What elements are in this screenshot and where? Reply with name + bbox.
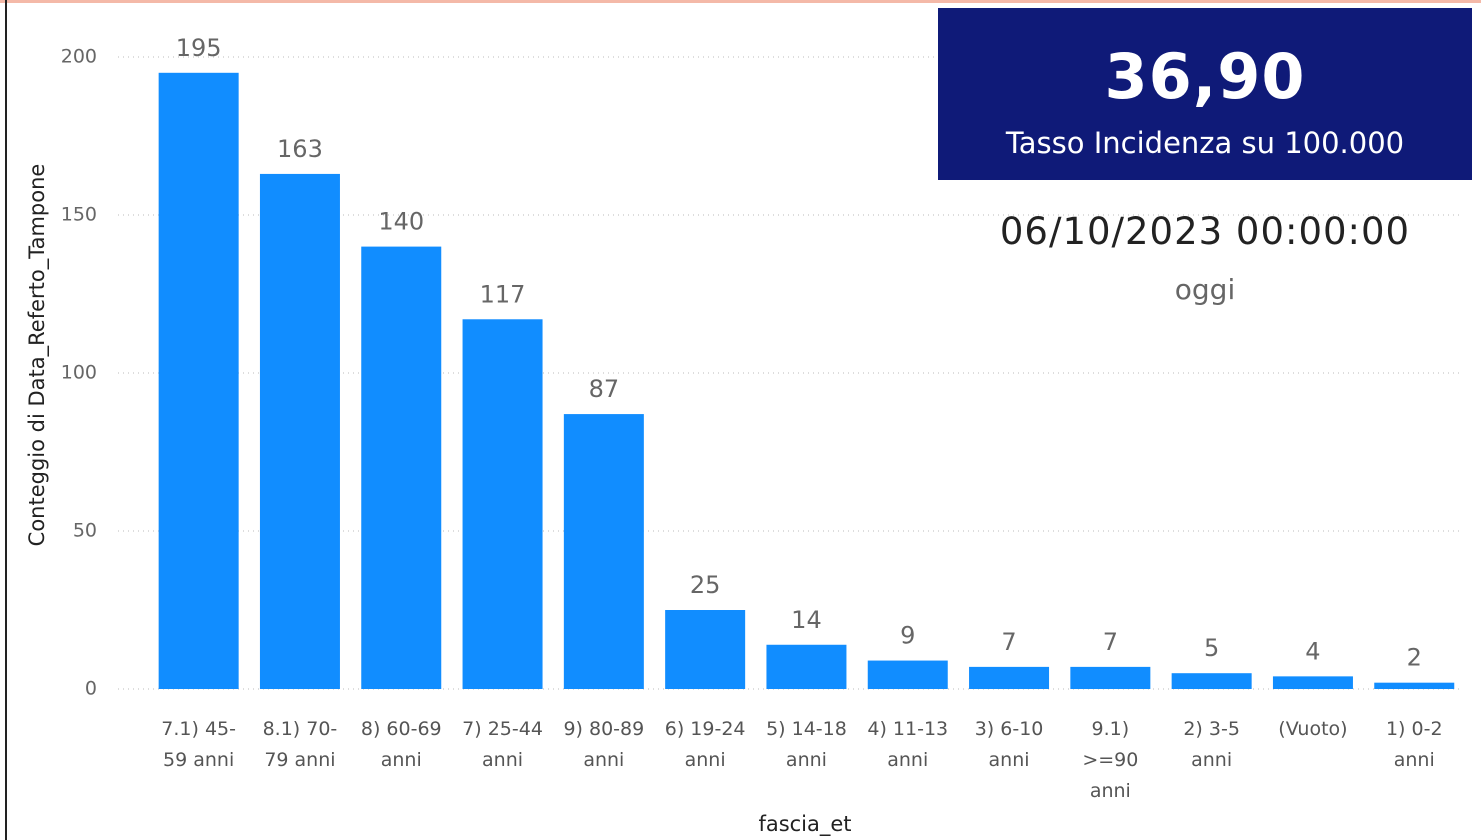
- value-label: 117: [480, 280, 526, 308]
- bar: [1374, 682, 1455, 689]
- bar: [1272, 676, 1353, 689]
- x-axis-title: fascia_et: [758, 812, 851, 837]
- x-tick-label: 4) 11-13 anni: [867, 718, 949, 771]
- x-tick-label: 1) 0-2 anni: [1385, 718, 1443, 771]
- bar: [1171, 673, 1252, 689]
- bar: [462, 319, 543, 689]
- date-card: 06/10/2023 00:00:00 oggi: [938, 210, 1472, 306]
- x-tick-label: 5) 14-18 anni: [766, 718, 847, 771]
- value-label: 163: [277, 135, 323, 163]
- x-tick-label: (Vuoto): [1278, 718, 1348, 740]
- x-tick-label: 6) 19-24 anni: [664, 718, 746, 771]
- bar: [1070, 666, 1151, 689]
- y-tick-label: 150: [61, 204, 97, 226]
- bar: [259, 173, 340, 690]
- x-tick-label: 3) 6-10 anni: [974, 718, 1044, 771]
- value-label: 2: [1407, 644, 1422, 672]
- y-tick-label: 200: [61, 46, 97, 68]
- value-label: 9: [900, 622, 915, 650]
- value-label: 195: [176, 34, 222, 62]
- kpi-card: 36,90 Tasso Incidenza su 100.000: [938, 8, 1472, 180]
- bar: [563, 414, 644, 689]
- y-axis-title: Conteggio di Data_Referto_Tampone: [25, 164, 50, 547]
- x-tick-label: 7.1) 45-59 anni: [161, 718, 236, 771]
- kpi-label: Tasso Incidenza su 100.000: [1005, 126, 1405, 160]
- value-label: 5: [1204, 634, 1219, 662]
- x-tick-label: 8.1) 70-79 anni: [262, 718, 338, 771]
- bar: [158, 72, 239, 690]
- kpi-value: 36,90: [1104, 40, 1306, 113]
- bar: [867, 660, 948, 689]
- y-tick-label: 100: [61, 362, 97, 384]
- x-tick-label: 9) 80-89 anni: [563, 718, 645, 771]
- bar: [361, 246, 442, 689]
- date-label: oggi: [1174, 273, 1236, 306]
- top-border: [0, 0, 1481, 3]
- bar: [766, 644, 847, 689]
- x-tick-label: 9.1) >=90 anni: [1082, 718, 1139, 802]
- x-tick-label: 2) 3-5 anni: [1183, 718, 1240, 771]
- value-label: 25: [690, 571, 721, 599]
- y-tick-label: 50: [73, 520, 97, 542]
- bar: [665, 610, 746, 689]
- value-label: 7: [1001, 628, 1016, 656]
- date-value: 06/10/2023 00:00:00: [999, 210, 1411, 253]
- value-label: 87: [589, 375, 620, 403]
- value-label: 4: [1305, 637, 1320, 665]
- x-tick-label: 8) 60-69 anni: [360, 718, 442, 771]
- x-tick-label: 7) 25-44 anni: [462, 718, 543, 771]
- value-label: 7: [1103, 628, 1118, 656]
- value-label: 140: [378, 208, 424, 236]
- left-border: [5, 0, 7, 840]
- value-label: 14: [791, 606, 822, 634]
- y-tick-label: 0: [85, 678, 97, 700]
- bar: [969, 666, 1050, 689]
